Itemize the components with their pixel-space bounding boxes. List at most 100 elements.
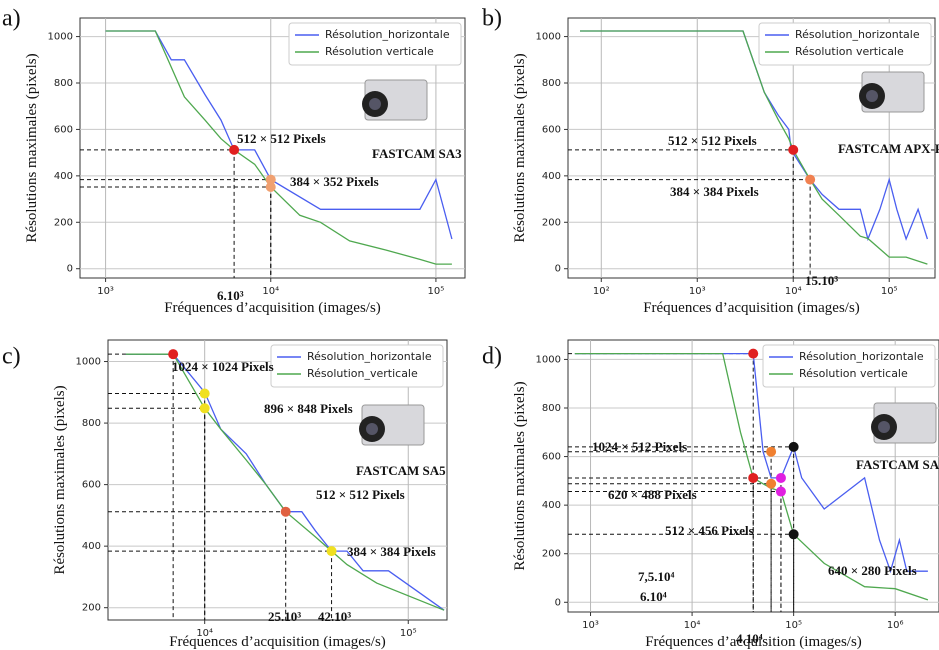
legend-box bbox=[288, 22, 462, 66]
x-axis-label: Fréquences d’acquisition (images/s) bbox=[643, 300, 860, 316]
y-axis-label: Résolutions maximales (pixels) bbox=[512, 53, 528, 242]
y-tick-label: 800 bbox=[542, 403, 561, 414]
camera-lens-glass bbox=[369, 98, 381, 110]
y-tick-label: 1000 bbox=[536, 32, 561, 43]
legend-label: Résolution_horizontale bbox=[325, 28, 450, 41]
legend-box bbox=[758, 22, 932, 66]
marker bbox=[168, 349, 179, 360]
annotation: 7,5.10⁴ bbox=[638, 569, 675, 584]
annotation: 512 × 456 Pixels bbox=[665, 523, 754, 538]
y-tick-label: 600 bbox=[54, 124, 73, 135]
y-tick-label: 0 bbox=[555, 597, 561, 608]
series-line bbox=[580, 30, 929, 242]
x-tick-label: 10⁴ bbox=[262, 286, 279, 297]
y-axis-label: Résolutions maximales (pixels) bbox=[512, 381, 528, 570]
panel-label: c) bbox=[2, 344, 21, 370]
annotation: FASTCAM SA5 bbox=[356, 463, 446, 478]
y-tick-label: 600 bbox=[542, 452, 561, 463]
y-tick-label: 200 bbox=[542, 549, 561, 560]
y-tick-label: 800 bbox=[82, 418, 101, 429]
annotation: 384 × 384 Pixels bbox=[347, 544, 436, 559]
annotation: 6.10³ bbox=[217, 288, 244, 303]
y-tick-label: 400 bbox=[542, 500, 561, 511]
x-tick-label: 10⁵ bbox=[881, 286, 898, 297]
y-tick-label: 1000 bbox=[48, 32, 73, 43]
x-axis-label: Fréquences d’acquisition (images/s) bbox=[645, 634, 862, 650]
series-line bbox=[125, 353, 445, 611]
annotation: 512 × 512 Pixels bbox=[316, 487, 405, 502]
y-tick-label: 200 bbox=[82, 603, 101, 614]
marker bbox=[265, 182, 276, 192]
panel-label: d) bbox=[482, 344, 502, 370]
legend-box bbox=[270, 344, 444, 388]
x-tick-label: 10² bbox=[593, 286, 610, 297]
annotation: 620 × 488 Pixels bbox=[608, 487, 697, 502]
series-line bbox=[580, 30, 928, 265]
x-tick-label: 10³ bbox=[582, 620, 599, 631]
annotation: 4.10⁴ bbox=[736, 631, 763, 646]
marker bbox=[775, 486, 786, 497]
series-line bbox=[574, 352, 929, 601]
annotation: 384 × 384 Pixels bbox=[670, 184, 759, 199]
camera-lens-glass bbox=[866, 90, 878, 102]
x-tick-label: 10⁴ bbox=[785, 286, 802, 297]
y-tick-label: 200 bbox=[542, 217, 561, 228]
panel-label: b) bbox=[482, 6, 502, 32]
marker bbox=[788, 144, 799, 155]
y-tick-label: 200 bbox=[54, 217, 73, 228]
annotation: 896 × 848 Pixels bbox=[264, 401, 353, 416]
marker bbox=[229, 144, 240, 155]
marker bbox=[199, 388, 210, 399]
x-tick-label: 10⁵ bbox=[785, 620, 802, 631]
marker bbox=[766, 446, 777, 457]
x-tick-label: 10⁵ bbox=[400, 628, 417, 639]
annotation: 25.10³ bbox=[268, 609, 301, 624]
annotation: 384 × 352 Pixels bbox=[290, 174, 379, 189]
marker bbox=[326, 546, 337, 557]
legend-label: Résolution verticale bbox=[325, 45, 434, 58]
annotation: FASTCAM APX-RS bbox=[838, 141, 939, 156]
marker bbox=[766, 478, 777, 489]
marker bbox=[788, 441, 799, 452]
marker bbox=[199, 403, 210, 414]
y-tick-label: 400 bbox=[54, 171, 73, 182]
legend-label: Résolution_horizontale bbox=[795, 28, 920, 41]
legend-label: Résolution_verticale bbox=[307, 367, 418, 380]
x-axis-label: Fréquences d’acquisition (images/s) bbox=[164, 300, 381, 316]
legend-label: Résolution verticale bbox=[795, 45, 904, 58]
x-tick-label: 10⁴ bbox=[684, 620, 701, 631]
series-line bbox=[574, 352, 928, 574]
y-tick-label: 1000 bbox=[76, 357, 101, 368]
annotation: 640 × 280 Pixels bbox=[828, 563, 917, 578]
x-tick-label: 10⁵ bbox=[428, 286, 445, 297]
annotation: FASTCAM SA-Z bbox=[856, 457, 939, 472]
y-tick-label: 400 bbox=[82, 541, 101, 552]
annotation: 15.10³ bbox=[805, 273, 838, 288]
y-tick-label: 800 bbox=[542, 78, 561, 89]
marker bbox=[265, 174, 276, 185]
camera-lens-glass bbox=[366, 423, 378, 435]
legend-label: Résolution verticale bbox=[799, 367, 908, 380]
panel-label: a) bbox=[2, 6, 21, 32]
y-axis-label: Résolutions maximales (pixels) bbox=[24, 53, 40, 242]
annotation: 512 × 512 Pixels bbox=[668, 133, 757, 148]
marker bbox=[748, 348, 759, 359]
y-tick-label: 600 bbox=[542, 124, 561, 135]
series-line bbox=[125, 353, 445, 611]
y-axis-label: Résolutions maximales (pixels) bbox=[52, 385, 68, 574]
x-axis-label: Fréquences d’acquisition (images/s) bbox=[169, 634, 386, 650]
marker bbox=[280, 506, 291, 517]
y-tick-label: 600 bbox=[82, 480, 101, 491]
annotation: 1024 × 512 Pixels bbox=[592, 439, 687, 454]
camera-lens-glass bbox=[878, 421, 890, 433]
y-tick-label: 0 bbox=[555, 264, 561, 275]
x-tick-label: 10³ bbox=[689, 286, 706, 297]
annotation: FASTCAM SA3 bbox=[372, 146, 462, 161]
annotation: 6.10⁴ bbox=[640, 589, 667, 604]
legend-label: Résolution_horizontale bbox=[307, 350, 432, 363]
x-tick-label: 10⁴ bbox=[196, 628, 213, 639]
y-tick-label: 1000 bbox=[536, 354, 561, 365]
marker bbox=[788, 529, 799, 540]
marker bbox=[775, 472, 786, 483]
